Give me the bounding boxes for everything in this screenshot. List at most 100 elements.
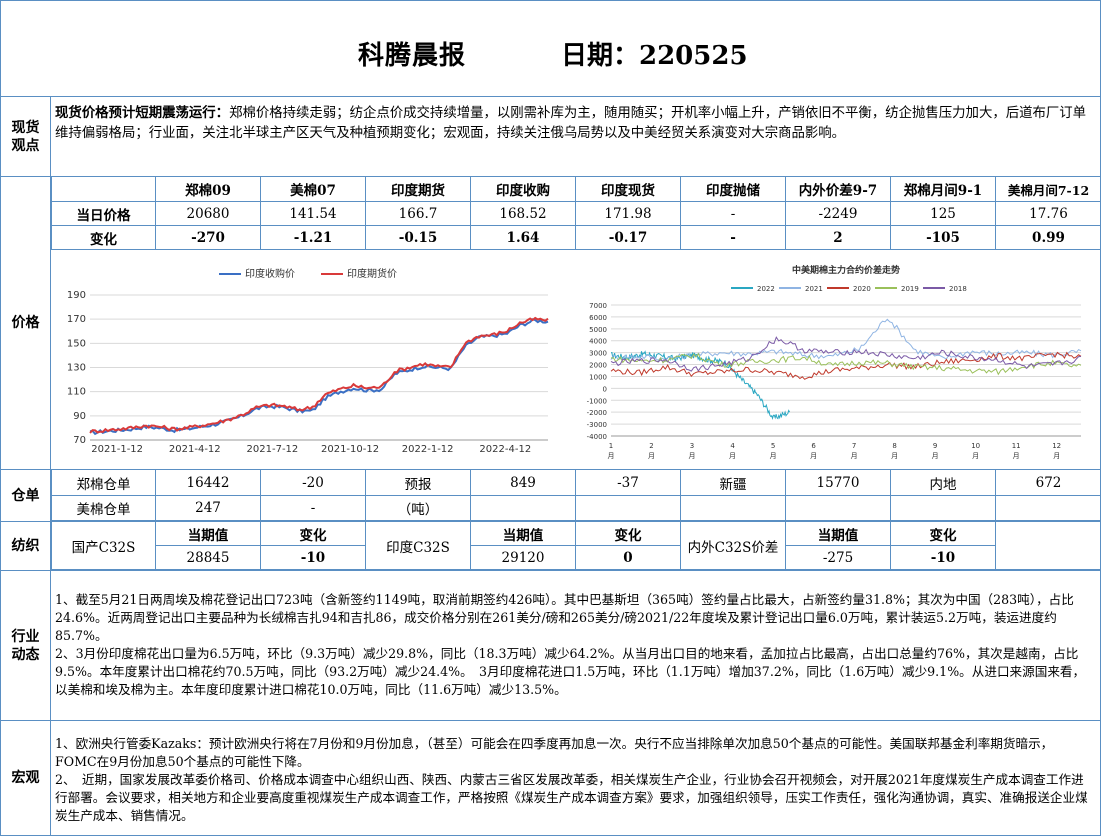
- spot-text: 现货价格预计短期震荡运行：郑棉价格持续走弱；纺企点价成交持续增量，以刚需补库为主…: [55, 103, 1094, 144]
- x-tick-label: 2021-7-12: [247, 444, 299, 455]
- x-tick-label: 9: [933, 442, 937, 450]
- x-tick-label: 月: [810, 452, 817, 460]
- inland-label: 内地: [890, 469, 996, 496]
- legend-label: 2019: [901, 285, 919, 293]
- forecast-change: -37: [575, 469, 681, 496]
- textile-section: 纺织 国产C32S 当期值 变化 印度C32S 当期值 变化 内外C32S价差 …: [1, 521, 1101, 571]
- india-price-chart: 印度收购价 印度期货价 70 90 110 130 150 170 190 2021-1-12 20…: [67, 267, 549, 455]
- x-tick-label: 1: [609, 442, 613, 450]
- y-tick-label: 0: [603, 385, 607, 393]
- price-cell: 166.7: [365, 201, 471, 226]
- price-cell: 20680: [155, 201, 261, 226]
- report-title: 科腾晨报: [358, 41, 467, 71]
- price-cell: 125: [890, 201, 996, 226]
- xinjiang-label: 新疆: [680, 469, 786, 496]
- row-label: 当日价格: [51, 201, 156, 226]
- industry-paragraph-1: 1、截至5月21日两周埃及棉花登记出口723吨（含新签约1149吨，取消前期签约…: [55, 592, 1074, 643]
- macro-paragraph-2: 2、 近期，国家发展改革委价格司、价格成本调查中心组织山西、陕西、内蒙古三省区发…: [55, 772, 1088, 823]
- industry-paragraph-2: 2、3月份印度棉花出口量为6.5万吨，环比（9.3万吨）减少29.8%，同比（1…: [55, 646, 1086, 697]
- series-line: [610, 336, 1082, 372]
- y-tick-label: 150: [67, 338, 86, 349]
- xinjiang-value: 15770: [785, 469, 891, 496]
- price-header: 印度现货: [575, 176, 681, 202]
- legend-label: 印度收购价: [245, 267, 295, 280]
- x-tick-label: 2021-10-12: [321, 444, 379, 455]
- legend-label: 2021: [805, 285, 823, 293]
- price-header: 郑棉月间9-1: [890, 176, 996, 202]
- x-tick-label: 2021-4-12: [169, 444, 221, 455]
- inland-value: 672: [995, 469, 1101, 496]
- c3-name: 内外C32S价差: [680, 521, 786, 570]
- price-header-row: 郑棉09 美棉07 印度期货 印度收购 印度现货 印度抛储 内外价差9-7 郑棉…: [51, 176, 1101, 202]
- price-label: 价格: [1, 177, 51, 469]
- c2-change: 0: [575, 545, 681, 570]
- y-tick-label: 1000: [589, 373, 607, 381]
- y-tick-label: 190: [67, 290, 86, 301]
- x-tick-label: 3: [690, 442, 694, 450]
- chart-title: 中美期棉主力合约价差走势: [792, 264, 900, 276]
- legend-label: 2018: [949, 285, 967, 293]
- c3-chg-label: 变化: [890, 521, 996, 546]
- legend-label: 印度期货价: [347, 267, 397, 280]
- change-cell: -270: [155, 225, 261, 250]
- c3-change: -10: [890, 545, 996, 570]
- change-cell: 2: [785, 225, 891, 250]
- y-tick-label: 70: [73, 435, 86, 446]
- legend-label: 2022: [757, 285, 775, 293]
- forecast-value: 849: [470, 469, 576, 496]
- c3-value: -275: [785, 545, 891, 570]
- spot-label: 现货 观点: [1, 97, 51, 176]
- c2-name: 印度C32S: [365, 521, 471, 570]
- change-cell: 0.99: [995, 225, 1101, 250]
- y-tick-label: 7000: [589, 302, 607, 310]
- y-tick-label: 90: [73, 411, 86, 422]
- price-cell: -: [680, 201, 786, 226]
- x-tick-label: 2022-4-12: [479, 444, 531, 455]
- x-tick-label: 月: [1013, 452, 1020, 460]
- us-warehouse-label: 美棉仓单: [51, 495, 156, 521]
- price-section: 价格 郑棉09 美棉07 印度期货 印度收购 印度现货 印度抛储 内外价差9-7…: [1, 176, 1101, 470]
- change-cell: -105: [890, 225, 996, 250]
- change-cell: -0.15: [365, 225, 471, 250]
- macro-label: 宏观: [1, 721, 51, 835]
- change-cell: -1.21: [260, 225, 366, 250]
- y-tick-label: -1000: [587, 397, 607, 405]
- price-header: 印度抛储: [680, 176, 786, 202]
- change-cell: -0.17: [575, 225, 681, 250]
- spot-section: 现货 观点 现货价格预计短期震荡运行：郑棉价格持续走弱；纺企点价成交持续增量，以…: [1, 97, 1100, 177]
- x-tick-label: 月: [972, 452, 979, 460]
- price-row-change: 变化 -270 -1.21 -0.15 1.64 -0.17 - 2 -105 …: [51, 225, 1101, 250]
- x-tick-label: 8: [892, 442, 896, 450]
- x-tick-label: 6: [811, 442, 816, 450]
- c1-cur-label: 当期值: [155, 521, 261, 546]
- macro-text: 1、欧洲央行管委Kazaks：预计欧洲央行将在7月份和9月份加息，（甚至）可能会…: [55, 735, 1094, 825]
- y-tick-label: 170: [67, 314, 86, 325]
- warehouse-table: 郑棉仓单 16442 -20 预报 849 -37 新疆 15770 内地 67…: [51, 469, 1101, 521]
- legend-label: 2020: [853, 285, 871, 293]
- x-tick-label: 10: [971, 442, 980, 450]
- macro-section: 宏观 1、欧洲央行管委Kazaks：预计欧洲央行将在7月份和9月份加息，（甚至）…: [1, 721, 1100, 835]
- c1-change: -10: [260, 545, 366, 570]
- x-tick-label: 月: [932, 452, 939, 460]
- industry-text: 1、截至5月21日两周埃及棉花登记出口723吨（含新签约1149吨，取消前期签约…: [55, 591, 1094, 699]
- us-warehouse-value: 247: [155, 495, 261, 521]
- y-tick-label: 3000: [589, 350, 607, 358]
- c1-name: 国产C32S: [51, 521, 156, 570]
- x-tick-label: 月: [891, 452, 898, 460]
- zc-warehouse-label: 郑棉仓单: [51, 469, 156, 496]
- change-cell: 1.64: [470, 225, 576, 250]
- x-tick-label: 月: [1053, 452, 1060, 460]
- price-header: 印度收购: [470, 176, 576, 202]
- price-cell: -2249: [785, 201, 891, 226]
- y-tick-label: -3000: [587, 421, 607, 429]
- price-cell: 168.52: [470, 201, 576, 226]
- price-header: 美棉07: [260, 176, 366, 202]
- row-label: 变化: [51, 225, 156, 250]
- x-tick-label: 2022-1-12: [402, 444, 454, 455]
- c2-cur-label: 当期值: [470, 521, 576, 546]
- zc-warehouse-change: -20: [260, 469, 366, 496]
- x-tick-label: 7: [852, 442, 856, 450]
- y-tick-label: 6000: [589, 314, 607, 322]
